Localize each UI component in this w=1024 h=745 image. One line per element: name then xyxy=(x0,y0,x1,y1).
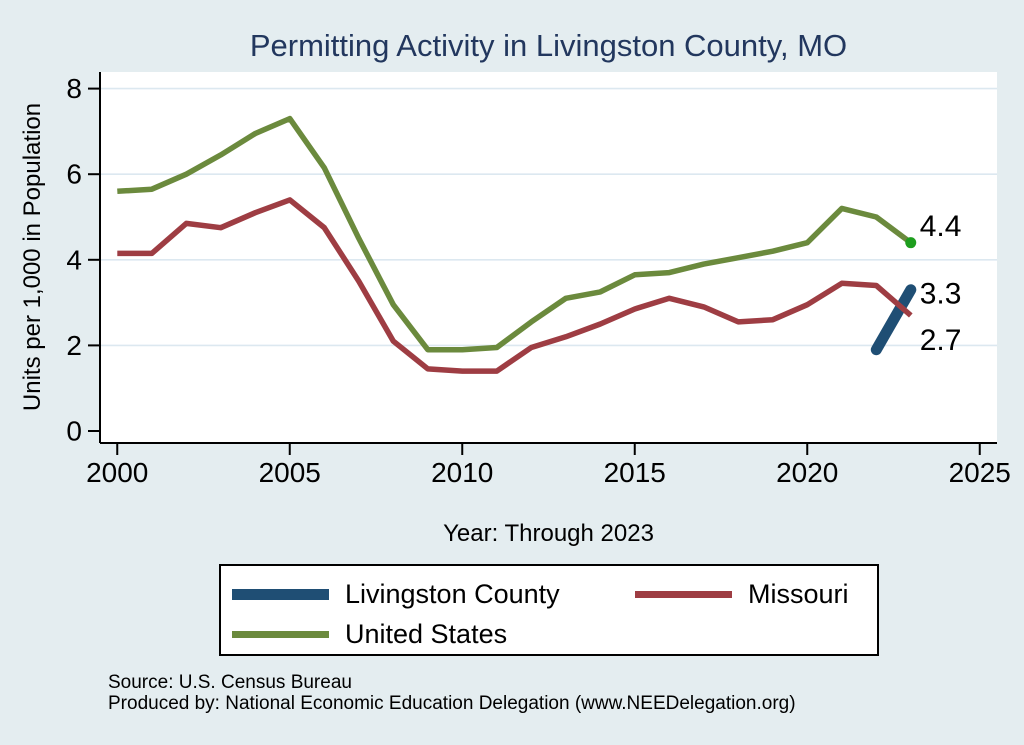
page-title: Permitting Activity in Livingston County… xyxy=(249,28,848,63)
legend-label-missouri: Missouri xyxy=(748,578,849,609)
end-label-4.4: 4.4 xyxy=(920,210,962,243)
legend-item-missouri: Missouri xyxy=(635,574,877,614)
footer-source: Source: U.S. Census Bureau xyxy=(108,672,352,693)
end-label-2.7: 2.7 xyxy=(920,324,962,357)
y-tick-label-0: 0 xyxy=(66,416,82,447)
footer: Source: U.S. Census Bureau Produced by: … xyxy=(108,672,796,714)
footer-produced-by: Produced by: National Economic Education… xyxy=(108,693,796,714)
series-line-united-states xyxy=(117,115,913,353)
x-tick-label-2015: 2015 xyxy=(604,457,666,488)
series-line-livingston-county xyxy=(870,284,917,356)
y-tick-label-2: 2 xyxy=(66,330,82,361)
legend-swatch-united-states xyxy=(232,630,329,638)
x-tick-label-2005: 2005 xyxy=(259,457,321,488)
x-tick-label-2025: 2025 xyxy=(949,457,1011,488)
y-tick-label-4: 4 xyxy=(66,244,82,275)
legend-label-united-states: United States xyxy=(345,618,508,649)
x-tick-label-2000: 2000 xyxy=(86,457,148,488)
legend-item-united-states: United States xyxy=(232,614,635,654)
end-label-3.3: 3.3 xyxy=(920,277,962,310)
series-line-missouri xyxy=(117,197,913,374)
legend-swatch-livingston-county xyxy=(232,588,329,600)
legend-label-livingston-county: Livingston County xyxy=(345,578,560,609)
y-tick-label-8: 8 xyxy=(66,73,82,104)
x-axis-title: Year: Through 2023 xyxy=(443,520,654,547)
legend-item-livingston-county: Livingston County xyxy=(232,574,635,614)
plot-background xyxy=(100,72,997,443)
end-marker-united-states xyxy=(905,237,917,249)
x-tick-label-2010: 2010 xyxy=(431,457,493,488)
legend: Livingston County Missouri United States xyxy=(219,564,879,656)
y-tick-label-6: 6 xyxy=(66,159,82,190)
x-tick-label-2020: 2020 xyxy=(776,457,838,488)
legend-swatch-missouri xyxy=(635,590,732,598)
